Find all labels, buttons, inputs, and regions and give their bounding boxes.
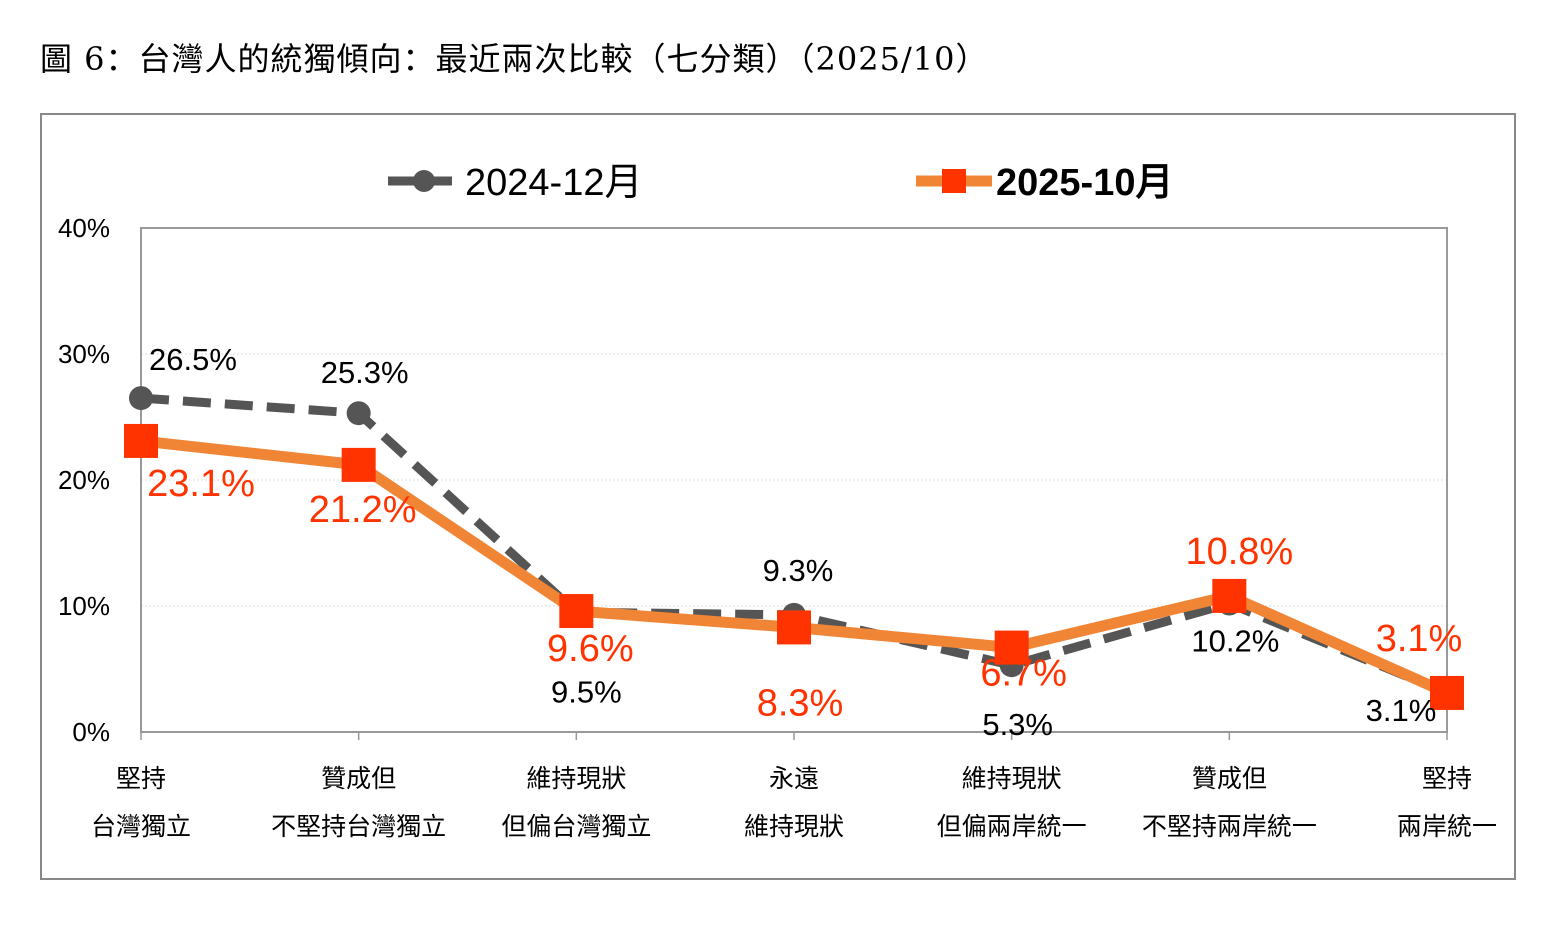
data-point-2025-10 (1212, 578, 1247, 613)
data-label-2024-12: 3.1% (1366, 693, 1437, 728)
data-label-2024-12: 9.5% (551, 674, 622, 709)
data-point-2025-10 (777, 610, 811, 645)
data-point-2025-10 (341, 447, 376, 482)
data-point-2024-12 (129, 386, 153, 411)
data-label-2025-10: 3.1% (1376, 618, 1463, 660)
legend-label-2024-12: 2024-12月 (465, 162, 642, 204)
legend-marker-2025-10 (942, 169, 966, 193)
y-tick-label: 30% (58, 339, 110, 369)
data-label-2025-10: 6.7% (980, 653, 1067, 695)
x-tick-label: 贊成但 (321, 765, 396, 793)
data-label-2025-10: 10.8% (1185, 531, 1293, 573)
y-tick-label: 10% (58, 591, 110, 621)
data-label-2025-10: 21.2% (309, 489, 417, 531)
x-tick-label: 永遠 (769, 765, 819, 793)
x-tick-label: 維持現狀 (962, 765, 1062, 793)
chart-title: 圖 6：台灣人的統獨傾向：最近兩次比較（七分類）（2025/10） (40, 40, 989, 78)
data-point-2025-10 (559, 594, 594, 629)
legend-label-2025-10: 2025-10月 (996, 162, 1173, 204)
data-point-2024-12 (346, 401, 371, 426)
y-tick-label: 0% (72, 717, 110, 747)
data-label-2024-12: 10.2% (1191, 623, 1279, 658)
x-tick-label: 不堅持兩岸統一 (1142, 813, 1317, 841)
x-tick-label: 不堅持台灣獨立 (271, 813, 446, 841)
x-tick-label: 維持現狀 (744, 813, 844, 841)
x-tick-label: 維持現狀 (526, 765, 626, 793)
x-tick-label: 但偏台灣獨立 (501, 813, 651, 841)
data-point-2025-10 (124, 423, 158, 458)
chart-frame (40, 113, 1516, 880)
x-tick-label: 贊成但 (1192, 765, 1267, 793)
data-point-2025-10 (1430, 675, 1464, 710)
x-tick-label: 台灣獨立 (91, 813, 191, 841)
data-label-2024-12: 5.3% (982, 707, 1053, 742)
x-tick-label: 堅持 (1422, 765, 1472, 793)
data-point-2025-10 (994, 630, 1029, 665)
legend-marker-2024-12 (413, 170, 435, 192)
data-label-2025-10: 23.1% (147, 463, 255, 505)
data-label-2024-12: 26.5% (149, 342, 237, 377)
x-tick-label: 堅持 (116, 765, 166, 793)
y-tick-label: 20% (58, 465, 110, 495)
y-tick-label: 40% (58, 213, 110, 243)
data-label-2025-10: 8.3% (757, 682, 844, 724)
data-label-2024-12: 9.3% (763, 553, 834, 588)
data-label-2024-12: 25.3% (321, 355, 409, 390)
x-tick-label: 兩岸統一 (1397, 813, 1497, 841)
data-label-2025-10: 9.6% (547, 628, 634, 670)
x-tick-label: 但偏兩岸統一 (937, 813, 1087, 841)
